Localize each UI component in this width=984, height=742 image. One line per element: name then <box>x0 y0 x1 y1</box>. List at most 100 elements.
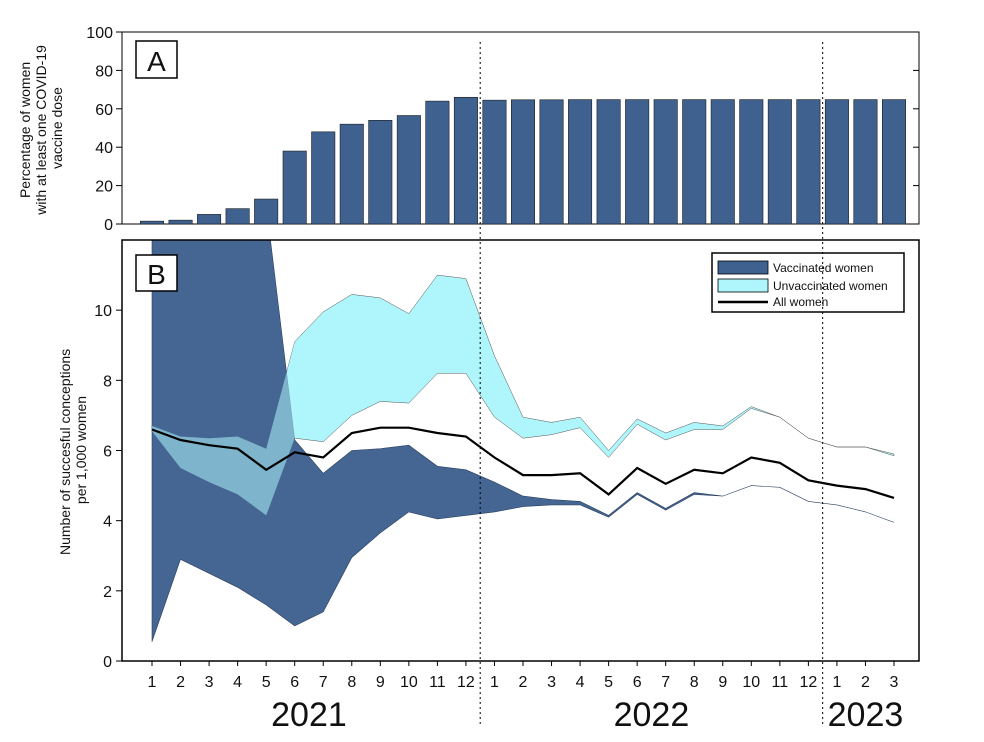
year-label: 2023 <box>828 696 904 734</box>
panel-a-bar <box>168 219 193 225</box>
panel-a-y-tick-label: 20 <box>95 179 113 196</box>
panel-b-x-tick-label: 3 <box>890 674 899 691</box>
panel-a-bar <box>710 99 735 225</box>
panel-b-x-axis: 1 2 3 4 5 6 7 8 9 10 11 12 1 2 3 4 5 6 7 8 9 10 11 12 1 2 3 <box>148 661 899 691</box>
panel-b-x-tick-label: 1 <box>490 674 499 691</box>
panel-b-x-tick-label: 2 <box>176 674 185 691</box>
panel-b-x-tick-label: 4 <box>233 674 242 691</box>
panel-b-label: B <box>147 259 166 290</box>
panel-b-x-tick-label: 7 <box>319 674 328 691</box>
panel-a-bars <box>139 96 907 225</box>
panel-b-x-tick-label: 1 <box>148 674 157 691</box>
legend-swatch-unvaccinated <box>717 278 769 293</box>
overlap-band <box>152 341 295 516</box>
legend: Vaccinated women Unvaccinated women All … <box>711 252 905 313</box>
panel-b-y-axis: 0 2 4 6 8 10 <box>94 303 122 671</box>
panel-a-bar <box>539 99 564 225</box>
panel-b-y-tick-label: 10 <box>94 303 112 320</box>
legend-swatch-vaccinated <box>717 260 769 275</box>
legend-label-vaccinated: Vaccinated women <box>773 261 874 275</box>
unvaccinated-band <box>151 274 895 516</box>
panel-a-bar <box>824 99 849 225</box>
panel-b-y-tick-label: 2 <box>103 584 112 601</box>
panel-b-x-tick-label: 12 <box>799 674 817 691</box>
panel-a-y-axis: 0 20 40 60 80 100 <box>86 25 919 234</box>
panel-a-y-tick-label: 60 <box>95 102 113 119</box>
panel-a-bar <box>682 99 707 225</box>
panel-a-y-tick-label: 0 <box>104 217 113 234</box>
legend-label-all-women: All women <box>773 295 828 309</box>
panel-a-bar <box>510 99 536 225</box>
panel-a-y-axis-title-line-2: with at least one COVID-19 <box>33 45 49 216</box>
panel-b-x-tick-label: 8 <box>347 674 356 691</box>
panel-b-y-tick-label: 4 <box>103 514 112 531</box>
panel-a-label-box: A <box>135 40 178 79</box>
panel-a-bar <box>853 99 878 225</box>
panel-a-y-tick-label: 80 <box>95 63 113 80</box>
panel-a-bar <box>739 99 764 225</box>
panel-b-y-tick-label: 0 <box>103 654 112 671</box>
year-labels: 2021 2022 2023 <box>271 696 903 734</box>
panel-b-x-tick-label: 2 <box>519 674 528 691</box>
panel-a-bar <box>339 123 364 225</box>
panel-a-bar <box>625 99 650 225</box>
panel-a-bar <box>311 131 336 225</box>
panel-b-x-tick-label: 9 <box>376 674 385 691</box>
year-label: 2022 <box>614 696 690 734</box>
panel-b-x-tick-label: 10 <box>400 674 418 691</box>
panel-a-y-axis-title: Percentage of women with at least one CO… <box>17 41 65 216</box>
year-dividers <box>479 42 824 724</box>
panel-a-bar <box>653 99 678 225</box>
panel-b-y-tick-label: 6 <box>103 444 112 461</box>
panel-a-bar <box>425 100 450 225</box>
panel-b-x-tick-label: 3 <box>205 674 214 691</box>
vaccinated-band <box>151 240 895 642</box>
panel-b-x-tick-label: 5 <box>262 674 271 691</box>
panel-b-y-tick-label: 8 <box>103 373 112 390</box>
panel-b-label-box: B <box>135 254 178 292</box>
panel-a-label: A <box>147 46 166 77</box>
panel-b-x-tick-label: 2 <box>861 674 870 691</box>
panel-b-x-tick-label: 4 <box>576 674 585 691</box>
panel-a-y-axis-title-line-1: Percentage of women <box>17 62 33 198</box>
panel-b-y-axis-title-line-2: per 1,000 women <box>73 396 89 504</box>
panel-a-bar <box>396 115 421 225</box>
panel-a-bar <box>568 99 593 225</box>
panel-b-y-axis-title: Number of succesful conceptions per 1,00… <box>57 345 89 555</box>
panel-a-bar <box>368 120 393 225</box>
all-women-line <box>151 426 895 499</box>
panel-a-y-tick-label: 40 <box>95 140 113 157</box>
panel-a-bar <box>139 220 165 225</box>
panel-b-y-axis-title-line-1: Number of succesful conceptions <box>57 349 73 555</box>
panel-b-x-tick-label: 6 <box>290 674 299 691</box>
panel-a-bar <box>596 99 621 225</box>
panel-a-y-axis-title-line-3: vaccine dose <box>49 87 65 169</box>
panel-b-x-tick-label: 11 <box>772 674 789 691</box>
panel-a-bar <box>197 214 222 225</box>
panel-b-x-tick-label: 1 <box>832 674 841 691</box>
panel-b-x-tick-label: 8 <box>690 674 699 691</box>
panel-a-bar <box>796 99 821 225</box>
panel-b-x-tick-label: 5 <box>604 674 613 691</box>
panel-a-bar <box>482 99 507 225</box>
panel-b-x-tick-label: 12 <box>457 674 475 691</box>
panel-a-bar <box>881 99 907 225</box>
panel-a-y-tick-label: 100 <box>86 25 113 42</box>
panel-a-bar-chart: 0 20 40 60 80 100 A Percentage of women with … <box>17 25 920 234</box>
panel-a-bar <box>453 96 478 225</box>
legend-label-unvaccinated: Unvaccinated women <box>773 279 888 293</box>
panel-b-x-tick-label: 6 <box>633 674 642 691</box>
panel-a-bar <box>254 198 279 225</box>
panel-b-areas <box>151 240 895 642</box>
panel-b-x-tick-label: 7 <box>661 674 670 691</box>
panel-b-x-tick-label: 3 <box>547 674 556 691</box>
panel-b-x-tick-label: 11 <box>429 674 446 691</box>
panel-b-x-tick-label: 9 <box>718 674 727 691</box>
panel-a-bar <box>225 208 250 225</box>
panel-b-x-tick-label: 10 <box>742 674 760 691</box>
panel-a-bar <box>767 99 792 225</box>
year-label: 2021 <box>271 696 347 734</box>
panel-a-bar <box>282 150 307 225</box>
